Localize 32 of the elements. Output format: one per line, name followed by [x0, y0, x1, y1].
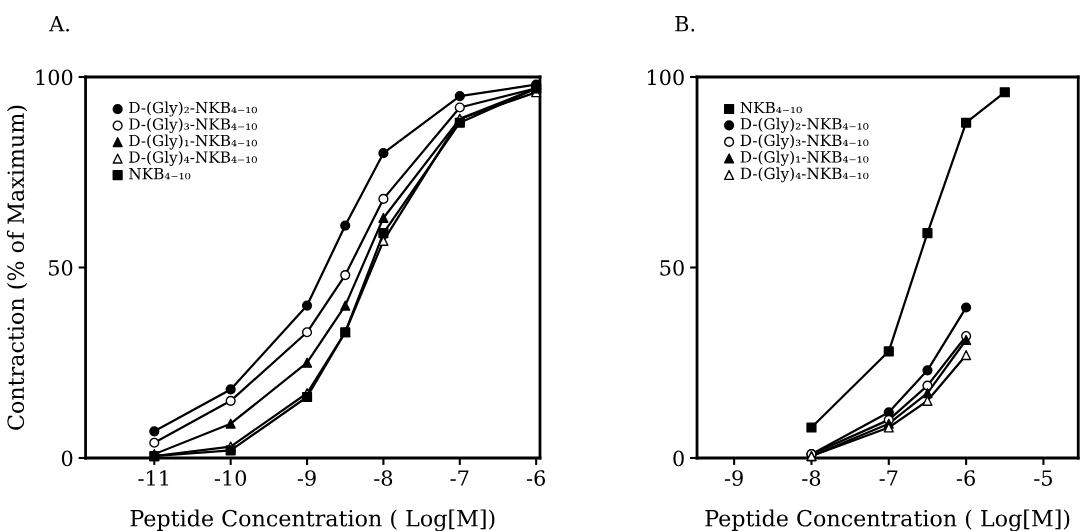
y-tick-label: 50: [49, 259, 73, 276]
x-axis-title: Peptide Concentration ( Log[M]): [705, 509, 1070, 531]
x-tick-label: -9: [724, 470, 743, 486]
x-tick-label: -8: [802, 470, 821, 486]
legend-label: D-(Gly)₁-NKB₄₋₁₀: [740, 150, 869, 166]
legend-label: D-(Gly)₁-NKB₄₋₁₀: [129, 134, 258, 150]
x-tick-label: -10: [214, 470, 247, 486]
x-axis-title: Peptide Concentration ( Log[M]): [130, 509, 495, 531]
x-tick-label: -8: [374, 470, 393, 486]
x-tick-label: -5: [1034, 470, 1052, 486]
y-tick-label: 0: [61, 450, 73, 467]
legend-label: NKB₄₋₁₀: [129, 168, 191, 180]
x-tick-label: -7: [879, 470, 898, 486]
legend-label: D-(Gly)₄-NKB₄₋₁₀: [129, 151, 258, 167]
legend-label: D-(Gly)₃-NKB₄₋₁₀: [129, 117, 258, 133]
y-tick-label: 100: [647, 69, 684, 86]
x-tick-label: -9: [297, 470, 316, 486]
x-tick-label: -6: [956, 470, 975, 486]
legend-label: D-(Gly)₄-NKB₄₋₁₀: [740, 167, 869, 183]
legend-label: NKB₄₋₁₀: [740, 101, 802, 114]
legend-label: D-(Gly)₂-NKB₄₋₁₀: [129, 101, 258, 117]
chart-title: A.: [49, 16, 69, 32]
y-tick-label: 0: [673, 450, 684, 467]
x-tick-label: -7: [450, 470, 469, 486]
legend-label: D-(Gly)₃-NKB₄₋₁₀: [740, 134, 869, 150]
x-tick-label: -6: [526, 470, 545, 486]
chart-title: B.: [675, 16, 695, 32]
y-tick-label: 100: [36, 69, 73, 86]
x-tick-label: -11: [138, 470, 169, 486]
y-tick-label: 50: [660, 259, 684, 276]
legend-label: D-(Gly)₂-NKB₄₋₁₀: [740, 117, 869, 133]
y-axis-title: Contraction (% of Maximum): [6, 105, 28, 430]
